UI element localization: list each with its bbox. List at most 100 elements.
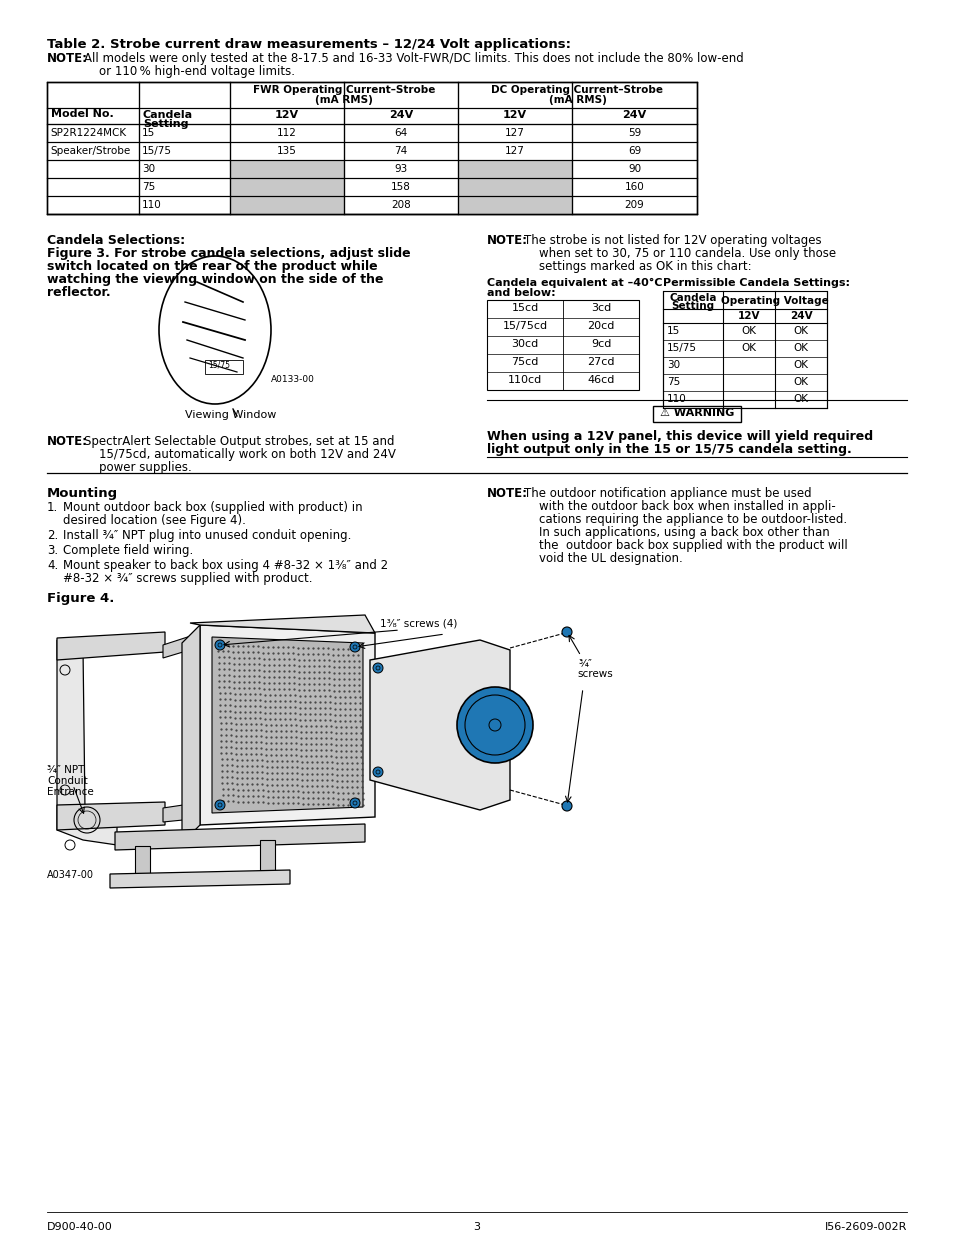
Text: Candela Selections:: Candela Selections: bbox=[47, 233, 185, 247]
Text: 135: 135 bbox=[276, 146, 296, 156]
Circle shape bbox=[375, 769, 379, 774]
Text: OK: OK bbox=[793, 359, 807, 370]
Text: Mount outdoor back box (supplied with product) in: Mount outdoor back box (supplied with pr… bbox=[63, 501, 362, 514]
Circle shape bbox=[464, 695, 524, 755]
Text: All models were only tested at the 8-17.5 and 16-33 Volt-FWR/DC limits. This doe: All models were only tested at the 8-17.… bbox=[84, 52, 743, 65]
Text: 4.: 4. bbox=[47, 559, 58, 572]
Text: When using a 12V panel, this device will yield required: When using a 12V panel, this device will… bbox=[486, 430, 872, 443]
Circle shape bbox=[373, 767, 382, 777]
Bar bbox=[230, 178, 344, 196]
Circle shape bbox=[218, 643, 222, 647]
Text: 24V: 24V bbox=[621, 110, 646, 120]
Bar bbox=[662, 291, 826, 408]
Text: SP2R1224MCK: SP2R1224MCK bbox=[50, 128, 126, 138]
Text: 30cd: 30cd bbox=[511, 338, 538, 350]
Text: NOTE:: NOTE: bbox=[47, 435, 88, 448]
Text: power supplies.: power supplies. bbox=[99, 461, 192, 474]
Text: 110cd: 110cd bbox=[507, 375, 541, 385]
Text: 110: 110 bbox=[142, 200, 162, 210]
Text: 127: 127 bbox=[504, 146, 524, 156]
Text: 15: 15 bbox=[666, 326, 679, 336]
Text: and below:: and below: bbox=[486, 288, 555, 298]
Text: Operating Voltage: Operating Voltage bbox=[720, 296, 828, 306]
Text: D900-40-00: D900-40-00 bbox=[47, 1221, 112, 1233]
Text: 15/75cd: 15/75cd bbox=[502, 321, 547, 331]
Text: #8-32 × ¾″ screws supplied with product.: #8-32 × ¾″ screws supplied with product. bbox=[63, 572, 313, 585]
Text: 127: 127 bbox=[504, 128, 524, 138]
Text: 15/75: 15/75 bbox=[142, 146, 172, 156]
Text: watching the viewing window on the side of the: watching the viewing window on the side … bbox=[47, 273, 383, 287]
Text: NOTE:: NOTE: bbox=[486, 487, 527, 500]
Polygon shape bbox=[115, 824, 365, 850]
Text: 9cd: 9cd bbox=[590, 338, 611, 350]
Circle shape bbox=[456, 687, 533, 763]
Text: 158: 158 bbox=[391, 182, 411, 191]
Text: 75: 75 bbox=[142, 182, 155, 191]
Text: The strobe is not listed for 12V operating voltages: The strobe is not listed for 12V operati… bbox=[523, 233, 821, 247]
Text: ⚠ WARNING: ⚠ WARNING bbox=[659, 408, 734, 417]
Text: (mA RMS): (mA RMS) bbox=[548, 95, 606, 105]
Text: 27cd: 27cd bbox=[587, 357, 614, 367]
Text: 20cd: 20cd bbox=[587, 321, 614, 331]
Polygon shape bbox=[163, 802, 203, 823]
Text: Complete field wiring.: Complete field wiring. bbox=[63, 543, 193, 557]
Circle shape bbox=[353, 802, 356, 805]
Text: or 110 % high-end voltage limits.: or 110 % high-end voltage limits. bbox=[99, 65, 294, 78]
Text: 75: 75 bbox=[666, 377, 679, 387]
Text: The outdoor notification appliance must be used: The outdoor notification appliance must … bbox=[523, 487, 811, 500]
Bar bbox=[205, 359, 243, 374]
Text: OK: OK bbox=[793, 326, 807, 336]
Text: desired location (see Figure 4).: desired location (see Figure 4). bbox=[63, 514, 246, 527]
Text: A0133-00: A0133-00 bbox=[271, 375, 314, 384]
Text: 2.: 2. bbox=[47, 529, 58, 542]
Text: A0347-00: A0347-00 bbox=[47, 869, 94, 881]
Circle shape bbox=[375, 666, 379, 671]
Text: Conduit: Conduit bbox=[47, 776, 88, 785]
Text: OK: OK bbox=[793, 394, 807, 404]
Text: 12V: 12V bbox=[502, 110, 526, 120]
Bar bbox=[230, 196, 344, 214]
Text: 12V: 12V bbox=[737, 311, 760, 321]
Circle shape bbox=[218, 803, 222, 806]
Text: Model No.: Model No. bbox=[51, 109, 113, 119]
Text: 112: 112 bbox=[276, 128, 296, 138]
Text: 1³⁄₈″ screws (4): 1³⁄₈″ screws (4) bbox=[379, 618, 456, 629]
Text: 12V: 12V bbox=[274, 110, 298, 120]
Text: OK: OK bbox=[793, 343, 807, 353]
Text: Figure 4.: Figure 4. bbox=[47, 592, 114, 605]
Text: cations requiring the appliance to be outdoor-listed.: cations requiring the appliance to be ou… bbox=[538, 513, 846, 526]
Text: Entrance: Entrance bbox=[47, 787, 93, 797]
Text: Mounting: Mounting bbox=[47, 487, 118, 500]
Polygon shape bbox=[190, 615, 375, 634]
Polygon shape bbox=[57, 632, 165, 659]
Text: the  outdoor back box supplied with the product will: the outdoor back box supplied with the p… bbox=[538, 538, 847, 552]
Bar bbox=[457, 196, 572, 214]
Text: reflector.: reflector. bbox=[47, 287, 111, 299]
Text: 24V: 24V bbox=[789, 311, 811, 321]
Circle shape bbox=[561, 627, 572, 637]
Polygon shape bbox=[200, 625, 375, 825]
Text: DC Operating Current–Strobe: DC Operating Current–Strobe bbox=[491, 85, 662, 95]
Text: settings marked as OK in this chart:: settings marked as OK in this chart: bbox=[538, 261, 751, 273]
Text: ¾″ NPT: ¾″ NPT bbox=[47, 764, 84, 776]
Text: 46cd: 46cd bbox=[587, 375, 614, 385]
Text: 15/75: 15/75 bbox=[208, 361, 230, 370]
Text: 160: 160 bbox=[624, 182, 643, 191]
Text: 30: 30 bbox=[142, 164, 155, 174]
Text: when set to 30, 75 or 110 candela. Use only those: when set to 30, 75 or 110 candela. Use o… bbox=[538, 247, 835, 261]
Text: 59: 59 bbox=[627, 128, 640, 138]
Text: Table 2. Strobe current draw measurements – 12/24 Volt applications:: Table 2. Strobe current draw measurement… bbox=[47, 38, 571, 51]
Text: light output only in the 15 or 15/75 candela setting.: light output only in the 15 or 15/75 can… bbox=[486, 443, 851, 456]
Text: 15/75: 15/75 bbox=[666, 343, 697, 353]
Circle shape bbox=[214, 800, 225, 810]
Text: 3cd: 3cd bbox=[590, 303, 611, 312]
Bar bbox=[230, 161, 344, 178]
Polygon shape bbox=[57, 802, 165, 830]
Text: 110: 110 bbox=[666, 394, 686, 404]
Text: Setting: Setting bbox=[671, 301, 714, 311]
Circle shape bbox=[350, 642, 359, 652]
Text: 3: 3 bbox=[473, 1221, 480, 1233]
Text: screws: screws bbox=[577, 669, 612, 679]
Text: 1.: 1. bbox=[47, 501, 58, 514]
Text: (mA RMS): (mA RMS) bbox=[314, 95, 373, 105]
